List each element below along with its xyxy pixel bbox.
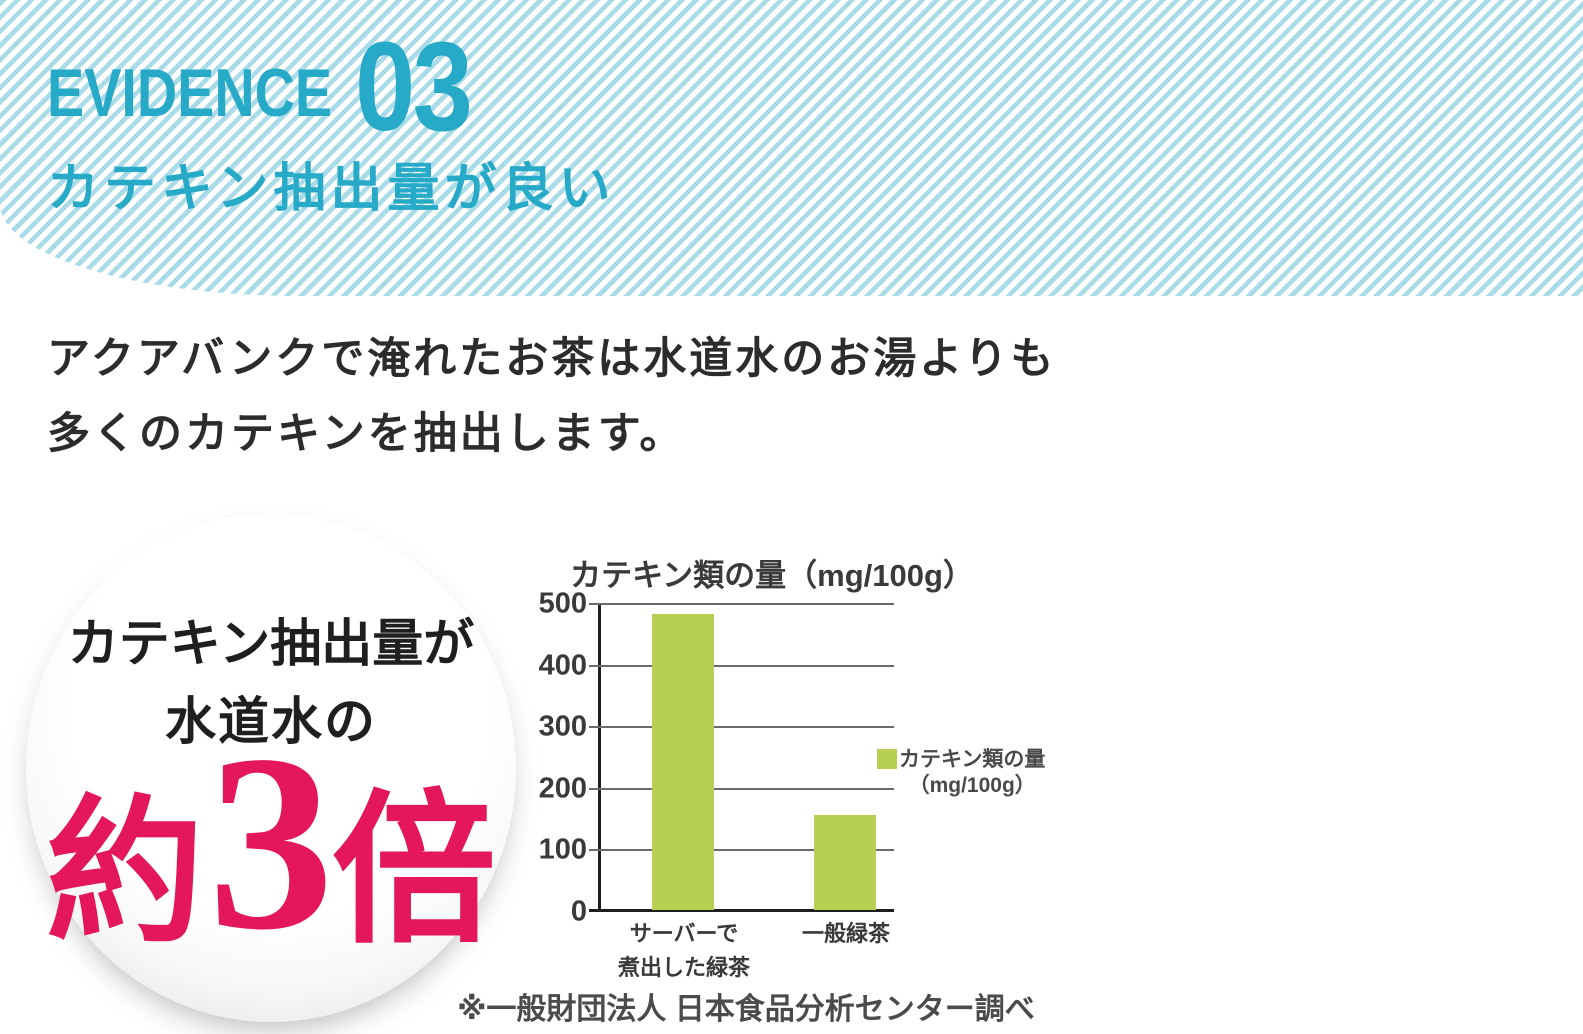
y-tick-label-300: 300 [538, 710, 587, 743]
header-band: EVIDENCE 03 カテキン抽出量が良い [0, 0, 1583, 296]
legend-label-line-2: （mg/100g） [908, 774, 1036, 797]
emphasis-prefix: 約 [45, 787, 204, 962]
highlight-bubble: カテキン抽出量が 水道水の 約 3 倍 [26, 514, 516, 1022]
evidence-heading: EVIDENCE 03 [47, 8, 489, 158]
y-tick-label-200: 200 [538, 772, 587, 805]
chart-plot-area: 0 100 200 300 400 500 [539, 588, 894, 928]
gridline-400 [589, 664, 894, 667]
x-tick-label-line: 煮出した緑茶 [617, 955, 751, 980]
y-tick-label-0: 0 [570, 895, 587, 928]
intro-text-line-1: アクアバンクで淹れたお茶は水道水のお湯よりも [47, 335, 1057, 383]
bar-0 [652, 614, 714, 910]
emphasis-number: 3 [207, 702, 334, 982]
intro-text-line-2: 多くのカテキンを抽出します。 [47, 410, 686, 458]
legend-label: カテキン類の量 （mg/100g） [899, 747, 1045, 799]
x-tick-label-line: 一般緑茶 [801, 921, 891, 946]
chart-title: カテキン類の量（mg/100g） [570, 558, 974, 593]
y-tick-label-400: 400 [538, 649, 587, 682]
gridline-100 [589, 849, 894, 852]
emphasis-suffix: 倍 [331, 782, 496, 963]
evidence-label: EVIDENCE [47, 55, 333, 131]
y-tick-label-100: 100 [538, 833, 587, 866]
evidence-number: 03 [354, 16, 473, 157]
bubble-emphasis: 約 3 倍 [26, 710, 516, 975]
x-tick-label-line: サーバーで [629, 921, 739, 946]
x-tick-label-1: 一般緑茶 [802, 917, 890, 951]
gridline-500 [589, 603, 894, 605]
legend-swatch [877, 749, 897, 769]
chart-footnote: ※一般財団法人 日本食品分析センター調べ [457, 993, 1035, 1026]
bar-1 [814, 814, 876, 910]
gridline-300 [589, 726, 894, 729]
x-axis-line [589, 909, 894, 912]
bubble-text-line-1: カテキン抽出量が [67, 615, 475, 672]
y-tick-label-500: 500 [538, 587, 587, 620]
header-subtitle: カテキン抽出量が良い [47, 160, 616, 218]
bubble-text-line-2: 水道水の [164, 693, 377, 750]
chart-legend: カテキン類の量 （mg/100g） [877, 747, 1045, 799]
y-axis-line [598, 604, 601, 912]
x-tick-label-0: サーバーで煮出した緑茶 [618, 917, 750, 985]
legend-label-line-1: カテキン類の量 [899, 748, 1046, 771]
gridline-200 [589, 787, 894, 790]
